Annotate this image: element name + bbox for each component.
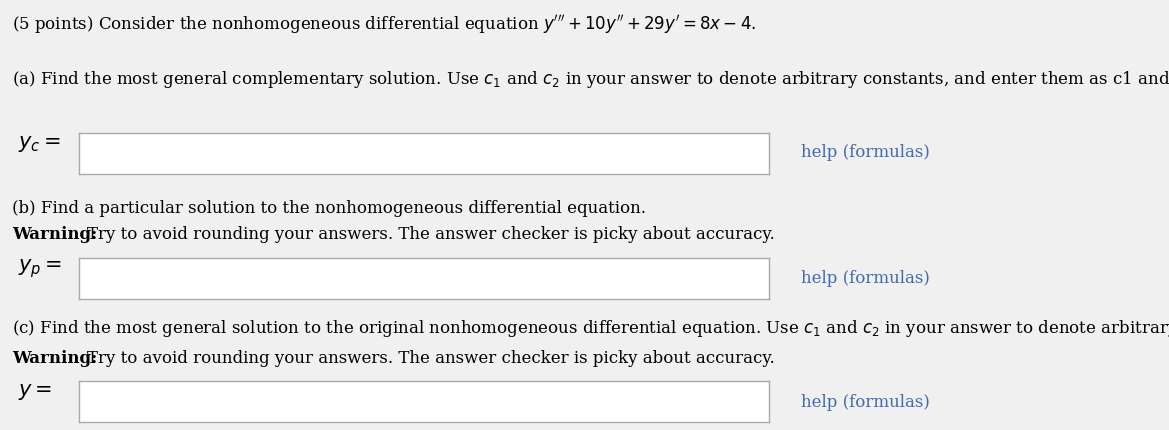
- Text: (a) Find the most general complementary solution. Use $c_1$ and $c_2$ in your an: (a) Find the most general complementary …: [12, 69, 1169, 90]
- Text: $y_p =$: $y_p =$: [18, 257, 62, 280]
- Text: (c) Find the most general solution to the original nonhomogeneous differential e: (c) Find the most general solution to th…: [12, 318, 1169, 339]
- Text: Warning:: Warning:: [12, 226, 97, 243]
- Text: (b) Find a particular solution to the nonhomogeneous differential equation.: (b) Find a particular solution to the no…: [12, 200, 645, 217]
- Text: help (formulas): help (formulas): [801, 393, 929, 411]
- Text: $y_c =$: $y_c =$: [18, 134, 61, 154]
- Text: help (formulas): help (formulas): [801, 270, 929, 287]
- Text: Warning:: Warning:: [12, 350, 97, 368]
- Text: Try to avoid rounding your answers. The answer checker is picky about accuracy.: Try to avoid rounding your answers. The …: [87, 226, 774, 243]
- Text: (5 points) Consider the nonhomogeneous differential equation $y''' + 10y'' + 29y: (5 points) Consider the nonhomogeneous d…: [12, 13, 756, 36]
- Text: Try to avoid rounding your answers. The answer checker is picky about accuracy.: Try to avoid rounding your answers. The …: [87, 350, 774, 368]
- Text: help (formulas): help (formulas): [801, 144, 929, 161]
- Text: $y =$: $y =$: [18, 382, 51, 402]
